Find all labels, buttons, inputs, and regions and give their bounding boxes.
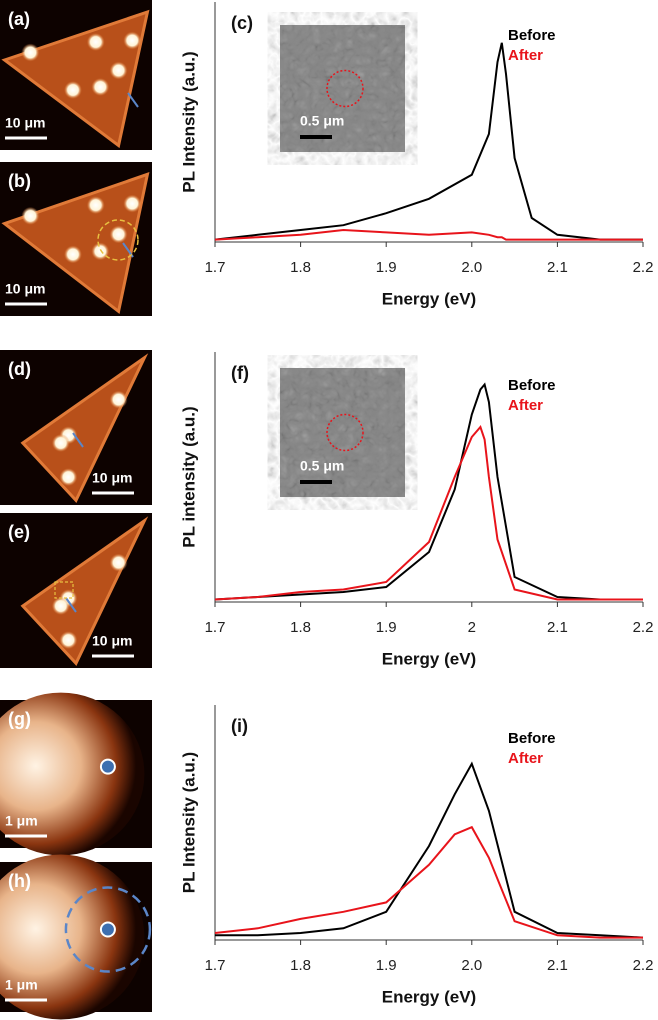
inset-texture bbox=[280, 368, 405, 497]
scale-bar-label: 10 μm bbox=[92, 470, 132, 486]
marker-circle bbox=[64, 886, 152, 973]
x-axis-label: Energy (eV) bbox=[382, 987, 476, 1006]
bright-spot bbox=[91, 242, 110, 261]
x-tick-label: 2.2 bbox=[633, 957, 654, 974]
x-tick-label: 1.8 bbox=[290, 259, 311, 276]
inset-scale-label: 0.5 μm bbox=[300, 458, 344, 474]
inset-scale-label: 0.5 μm bbox=[300, 113, 344, 129]
arrow bbox=[65, 597, 77, 613]
flake bbox=[1, 9, 150, 149]
panel-label: (h) bbox=[8, 871, 31, 891]
spectrum-line bbox=[214, 228, 643, 241]
bright-spot bbox=[123, 194, 142, 213]
blob bbox=[0, 854, 145, 1020]
x-tick-label: 1.7 bbox=[205, 957, 226, 974]
marker-box bbox=[54, 581, 74, 599]
bright-spot bbox=[21, 43, 40, 62]
x-tick-label: 2.2 bbox=[633, 259, 654, 276]
panel-label: (b) bbox=[8, 171, 31, 191]
bright-spot bbox=[109, 225, 128, 244]
spectrum-line bbox=[215, 761, 644, 939]
chart: 1.7 1.8 1.9 2 2.1 2.2 Energy (eV) PL intensity … bbox=[179, 352, 653, 668]
x-tick-label: 1.7 bbox=[205, 619, 226, 636]
legend-entry: After bbox=[508, 750, 543, 767]
scale-bar-label: 1 μm bbox=[5, 977, 38, 993]
bright-spot bbox=[59, 468, 78, 487]
bright-spot bbox=[123, 31, 142, 50]
image-panel: (h) 1 μm bbox=[0, 854, 152, 1020]
panel-label: (i) bbox=[231, 716, 248, 736]
bright-spot bbox=[109, 390, 128, 409]
y-axis-label: PL Intensity (a.u.) bbox=[179, 752, 198, 893]
bright-spot bbox=[109, 553, 128, 572]
x-tick-label: 1.9 bbox=[376, 619, 397, 636]
scale-bar-label: 10 μm bbox=[5, 115, 45, 131]
spectrum-line bbox=[214, 425, 643, 601]
bright-spot bbox=[63, 245, 82, 264]
legend-entry: After bbox=[508, 397, 543, 414]
panel-label: (f) bbox=[231, 363, 249, 383]
spectrum-line bbox=[214, 382, 643, 601]
panel-label: (a) bbox=[8, 9, 30, 29]
x-tick-label: 2.2 bbox=[633, 619, 654, 636]
image-panel: (a) 10 μm bbox=[0, 0, 152, 150]
x-tick-label: 1.8 bbox=[290, 957, 311, 974]
x-tick-label: 1.9 bbox=[376, 957, 397, 974]
legend-entry: After bbox=[508, 47, 543, 64]
scale-bar-label: 10 μm bbox=[92, 633, 132, 649]
bright-spot bbox=[59, 631, 78, 650]
image-panel: (b) 10 μm bbox=[0, 162, 152, 316]
spectrum-line bbox=[214, 825, 643, 939]
inset-texture bbox=[280, 25, 405, 152]
arrow bbox=[127, 92, 139, 108]
blob bbox=[0, 692, 145, 856]
chart: 1.7 1.8 1.9 2.0 2.1 2.2 Energy (eV) PL Intensit… bbox=[179, 2, 653, 308]
y-axis-label: PL intensity (a.u.) bbox=[179, 406, 198, 547]
inset-marker bbox=[326, 413, 364, 452]
bright-spot bbox=[86, 33, 105, 51]
x-axis-label: Energy (eV) bbox=[382, 289, 476, 308]
bright-spot bbox=[51, 434, 70, 452]
image-panel: (d) 10 μm bbox=[0, 350, 152, 505]
panel-label: (g) bbox=[8, 709, 31, 729]
bright-spot bbox=[51, 597, 70, 615]
spectrum-line bbox=[214, 42, 643, 241]
x-axis-label: Energy (eV) bbox=[382, 649, 476, 668]
bright-spot bbox=[86, 196, 105, 215]
x-tick-label: 2.1 bbox=[547, 957, 568, 974]
measure-point bbox=[99, 921, 116, 938]
panel-label: (e) bbox=[8, 522, 30, 542]
arrow bbox=[72, 432, 84, 448]
panel-label: (d) bbox=[8, 359, 31, 379]
panel-label: (c) bbox=[231, 13, 253, 33]
x-tick-label: 2.1 bbox=[547, 619, 568, 636]
image-panel: (g) 1 μm bbox=[0, 692, 152, 856]
legend-entry: Before bbox=[508, 730, 556, 747]
marker-circle bbox=[97, 219, 139, 261]
x-tick-label: 1.8 bbox=[290, 619, 311, 636]
x-tick-label: 1.9 bbox=[376, 259, 397, 276]
scale-bar-label: 1 μm bbox=[5, 813, 38, 829]
bright-spot bbox=[91, 78, 110, 96]
legend-entry: Before bbox=[508, 27, 556, 44]
bright-spot bbox=[109, 61, 128, 80]
x-tick-label: 2 bbox=[468, 619, 476, 636]
bright-spot bbox=[63, 81, 82, 99]
x-tick-label: 2.0 bbox=[461, 259, 482, 276]
chart: 1.7 1.8 1.9 2.0 2.1 2.2 Energy (eV) PL Intensit… bbox=[179, 705, 653, 1006]
scale-bar-label: 10 μm bbox=[5, 281, 45, 297]
image-panel: (e) 10 μm bbox=[0, 513, 152, 668]
measure-point bbox=[99, 758, 116, 775]
inset-marker bbox=[326, 69, 364, 108]
x-tick-label: 2.0 bbox=[461, 957, 482, 974]
x-tick-label: 2.1 bbox=[547, 259, 568, 276]
x-tick-label: 1.7 bbox=[205, 259, 226, 276]
flake bbox=[1, 172, 150, 315]
y-axis-label: PL Intensity (a.u.) bbox=[179, 51, 198, 192]
bright-spot bbox=[21, 206, 40, 225]
legend-entry: Before bbox=[508, 377, 556, 394]
